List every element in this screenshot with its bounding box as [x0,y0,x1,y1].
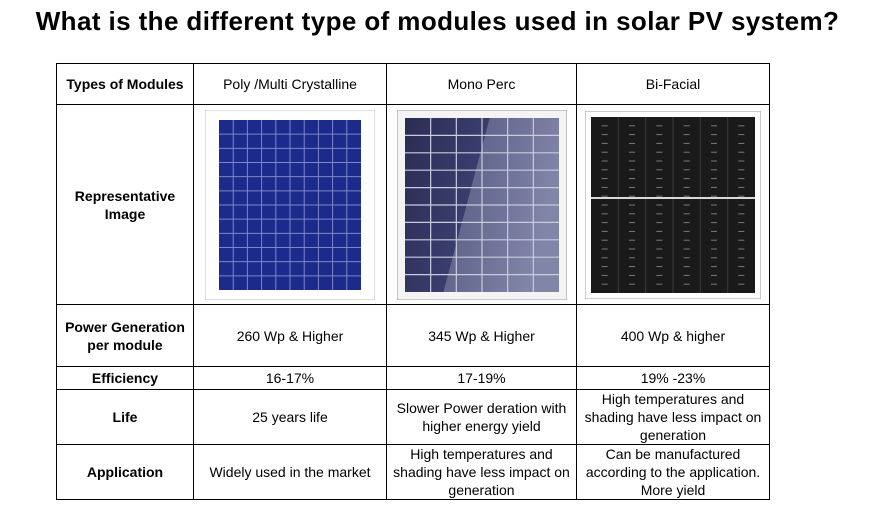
modules-comparison-table: Types of Modules Poly /Multi Crystalline… [56,63,770,500]
bifacial-image-cell [576,104,770,305]
table-cell: 16-17% [193,366,387,390]
row-label-efficiency: Efficiency [56,366,194,390]
column-header-poly: Poly /Multi Crystalline [193,63,387,105]
row-label-power: Power Generation per module [56,304,194,367]
table-cell: 260 Wp & Higher [193,304,387,367]
row-label-types: Types of Modules [56,63,194,105]
row-label-image: Representative Image [56,104,194,305]
table-cell: 345 Wp & Higher [386,304,577,367]
column-header-bifacial: Bi-Facial [576,63,770,105]
table-cell: Slower Power deration with higher energy… [386,389,577,445]
table-row-image: Representative Image [56,104,770,305]
table-cell: 19% -23% [576,366,770,390]
table-row-life: Life 25 years life Slower Power deration… [56,389,770,445]
mono-image-cell [386,104,577,305]
row-label-life: Life [56,389,194,445]
table-cell: Widely used in the market [193,444,387,500]
table-cell: High temperatures and shading have less … [386,444,577,500]
table-row-application: Application Widely used in the market Hi… [56,444,770,500]
table-cell: 25 years life [193,389,387,445]
poly-panel-image [205,109,375,300]
bifacial-panel-image [585,110,761,299]
table-cell: High temperatures and shading have less … [576,389,770,445]
mono-panel-image [396,109,567,300]
row-label-application: Application [56,444,194,500]
table-header-row: Types of Modules Poly /Multi Crystalline… [56,63,770,105]
poly-image-cell [193,104,387,305]
page-title: What is the different type of modules us… [35,6,840,36]
table-row-efficiency: Efficiency 16-17% 17-19% 19% -23% [56,366,770,390]
table-cell: Can be manufactured according to the app… [576,444,770,500]
column-header-mono: Mono Perc [386,63,577,105]
table-row-power: Power Generation per module 260 Wp & Hig… [56,304,770,367]
table-cell: 400 Wp & higher [576,304,770,367]
table-cell: 17-19% [386,366,577,390]
